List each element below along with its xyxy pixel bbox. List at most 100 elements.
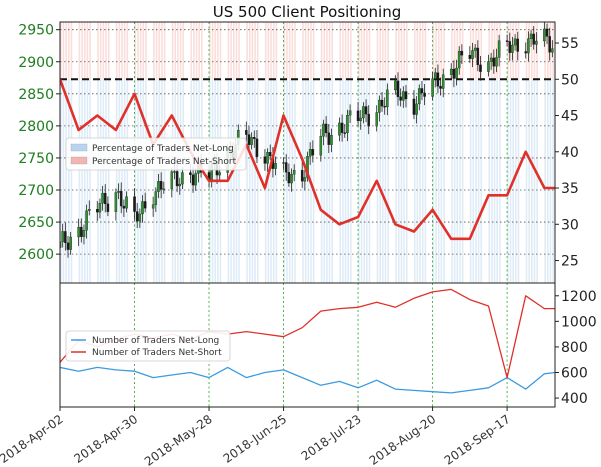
net-short-fill-bar	[496, 22, 499, 80]
net-long-fill-bar	[294, 79, 296, 284]
net-long-fill-bar	[437, 79, 440, 284]
net-long-fill-bar	[413, 79, 416, 284]
price-candle	[77, 226, 80, 238]
net-short-fill-bar	[193, 22, 195, 80]
net-short-fill-bar	[488, 22, 491, 80]
net-long-fill-bar	[509, 79, 512, 284]
net-long-fill-bar	[400, 79, 403, 284]
net-long-fill-bar	[251, 79, 254, 284]
net-short-fill-bar	[328, 22, 331, 80]
net-short-fill-bar	[294, 22, 296, 80]
price-candle	[151, 204, 155, 209]
count-tick-label: 1000	[561, 314, 597, 330]
price-candle	[101, 192, 104, 204]
net-long-fill-bar	[201, 79, 203, 284]
net-long-fill-bar	[326, 79, 328, 284]
net-short-fill-bar	[507, 22, 509, 80]
net-long-fill-bar	[163, 79, 166, 284]
net-short-fill-bar	[525, 22, 528, 80]
price-candle	[274, 163, 277, 169]
net-short-fill-bar	[443, 22, 445, 80]
price-tick-label: 2700	[18, 183, 54, 199]
net-short-fill-bar	[102, 22, 105, 80]
net-short-fill-bar	[123, 22, 126, 80]
net-long-fill-bar	[256, 79, 259, 284]
net-short-fill-bar	[238, 22, 240, 80]
price-candle	[460, 50, 464, 56]
net-long-fill-bar	[496, 79, 499, 284]
net-short-fill-bar	[115, 22, 118, 80]
net-long-fill-bar	[320, 79, 323, 284]
price-candle	[418, 88, 421, 105]
net-long-fill-bar	[419, 79, 421, 284]
net-short-fill-bar	[214, 22, 216, 80]
price-candle	[218, 172, 221, 176]
price-tick-label: 2600	[18, 247, 54, 263]
price-candle	[157, 181, 160, 192]
net-long-fill-bar	[456, 79, 459, 284]
net-long-fill-bar	[307, 79, 310, 284]
price-candle	[311, 149, 315, 156]
price-candle	[114, 192, 118, 212]
net-long-fill-bar	[275, 79, 278, 284]
net-long-fill-bar	[432, 79, 435, 284]
net-long-fill-bar	[190, 79, 193, 284]
price-candle	[511, 44, 514, 53]
price-candle	[88, 209, 91, 211]
price-candle	[340, 122, 344, 133]
net-long-fill-bar	[62, 79, 65, 284]
price-candle	[367, 113, 370, 127]
price-candle	[343, 132, 347, 134]
net-short-fill-bar	[368, 22, 371, 80]
price-candle	[457, 50, 461, 69]
price-candle	[194, 173, 197, 186]
net-long-fill-bar	[421, 79, 424, 284]
net-short-fill-bar	[158, 22, 161, 80]
net-short-fill-bar	[323, 22, 326, 80]
price-candle	[268, 152, 272, 157]
price-candle	[263, 156, 267, 164]
net-short-fill-bar	[459, 22, 461, 80]
price-candle	[98, 203, 102, 213]
net-short-fill-bar	[121, 22, 123, 80]
price-candle	[82, 230, 86, 237]
price-candle	[396, 80, 400, 97]
net-long-fill-bar	[360, 79, 363, 284]
net-short-fill-bar	[384, 22, 387, 80]
net-short-fill-bar	[195, 22, 198, 80]
net-short-fill-bar	[105, 22, 107, 80]
net-short-fill-bar	[339, 22, 342, 80]
price-candle	[106, 203, 110, 212]
net-long-fill-bar	[323, 79, 326, 284]
net-short-fill-bar	[134, 22, 137, 80]
net-long-fill-bar	[461, 79, 464, 284]
net-long-fill-bar	[238, 79, 240, 284]
net-short-fill-bar	[480, 22, 483, 80]
price-candle	[348, 110, 352, 116]
count-tick-label: 400	[561, 391, 588, 407]
net-long-fill-bar	[531, 79, 533, 284]
net-short-fill-bar	[363, 22, 365, 80]
series-line-percent-net-short	[60, 78, 555, 241]
price-candle	[330, 135, 333, 145]
net-short-fill-bar	[118, 22, 121, 80]
net-short-fill-bar	[86, 22, 89, 80]
price-candle	[133, 196, 136, 212]
price-candle	[159, 181, 163, 190]
net-short-fill-bar	[342, 22, 344, 80]
net-long-fill-bar	[83, 79, 86, 284]
net-short-fill-bar	[403, 22, 405, 80]
net-long-fill-bar	[328, 79, 331, 284]
net-long-fill-bar	[118, 79, 121, 284]
net-short-fill-bar	[153, 22, 155, 80]
net-short-fill-bar	[291, 22, 294, 80]
net-short-fill-bar	[198, 22, 200, 80]
legend-label: Percentage of Traders Net-Short	[92, 157, 237, 167]
percent-tick-label: 30	[561, 217, 579, 233]
price-candle	[69, 236, 72, 250]
price-candle	[181, 172, 184, 185]
count-tick-label: 800	[561, 340, 588, 356]
price-candle	[162, 188, 166, 191]
price-candle	[282, 162, 285, 164]
net-long-fill-bar	[126, 79, 129, 284]
